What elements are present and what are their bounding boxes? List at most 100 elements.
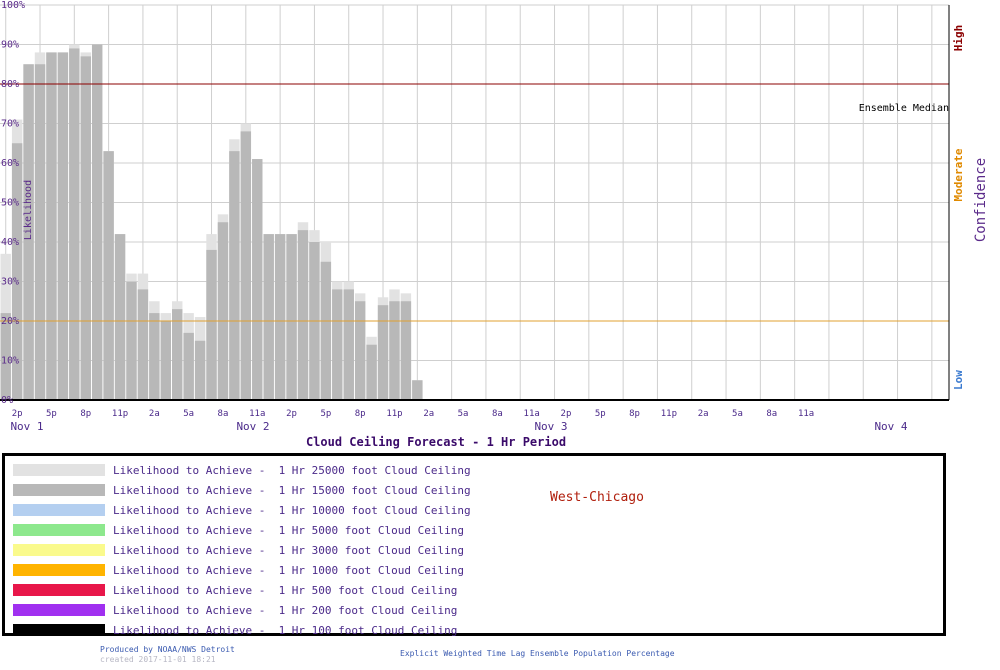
x-tick-label: 8a xyxy=(492,409,503,419)
created-timestamp: created 2017-11-01 18:21 xyxy=(100,655,216,664)
bar-c15000 xyxy=(57,52,69,401)
bar-c15000 xyxy=(286,234,297,400)
chart-title: Cloud Ceiling Forecast - 1 Hr Period xyxy=(306,435,566,449)
y-tick-label: 0% xyxy=(1,395,13,406)
bar-c15000 xyxy=(274,234,286,400)
x-tick-label: 11p xyxy=(386,409,402,419)
legend-label: Likelihood to Achieve - 1 Hr 500 foot Cl… xyxy=(113,583,458,597)
bar-c15000 xyxy=(11,143,23,400)
day-label: Nov 4 xyxy=(874,420,907,433)
bar-c15000 xyxy=(332,289,343,400)
day-label: Nov 1 xyxy=(10,420,43,433)
confidence-level-label: Moderate xyxy=(952,148,965,201)
legend-label: Likelihood to Achieve - 1 Hr 200 foot Cl… xyxy=(113,603,458,617)
bar-c15000 xyxy=(34,64,46,400)
x-tick-label: 5a xyxy=(458,409,469,419)
x-tick-label: 5p xyxy=(46,409,57,419)
x-tick-label: 11a xyxy=(524,409,540,419)
legend-swatch xyxy=(13,524,105,536)
bar-c15000 xyxy=(69,48,80,400)
bar-c15000 xyxy=(137,289,149,400)
y-tick-label: 100% xyxy=(1,0,25,11)
bar-c15000 xyxy=(23,64,34,400)
bar-c15000 xyxy=(343,289,354,400)
x-tick-label: 8p xyxy=(355,409,366,419)
confidence-level-label: High xyxy=(952,25,965,52)
x-tick-label: 8p xyxy=(629,409,640,419)
day-label: Nov 2 xyxy=(236,420,269,433)
y-tick-label: 50% xyxy=(1,198,19,209)
x-tick-label: 2p xyxy=(12,409,23,419)
bar-c15000 xyxy=(297,230,309,400)
legend-item: Likelihood to Achieve - 1 Hr 25000 foot … xyxy=(13,463,471,477)
bar-c15000 xyxy=(377,305,389,400)
legend-label: Likelihood to Achieve - 1 Hr 15000 foot … xyxy=(113,483,471,497)
bar-c15000 xyxy=(91,44,103,400)
footer-credit: Produced by NOAA/NWS Detroit created 201… xyxy=(100,645,235,665)
legend-label: Likelihood to Achieve - 1 Hr 3000 foot C… xyxy=(113,543,464,557)
bar-c15000 xyxy=(206,249,217,400)
station-name: West-Chicago xyxy=(550,490,644,505)
x-tick-label: 11a xyxy=(798,409,814,419)
x-tick-label: 2a xyxy=(149,409,160,419)
bar-c15000 xyxy=(149,313,160,400)
legend-label: Likelihood to Achieve - 1 Hr 25000 foot … xyxy=(113,463,471,477)
y-tick-label: 70% xyxy=(1,119,19,130)
legend-item: Likelihood to Achieve - 1 Hr 3000 foot C… xyxy=(13,543,464,557)
legend-item: Likelihood to Achieve - 1 Hr 15000 foot … xyxy=(13,483,471,497)
legend-swatch xyxy=(13,484,105,496)
cloud-ceiling-chart: 0% 10% 20% 30% 40% 50% 60% 70% 80% 90% 100% 2p 5p 8p 1… xyxy=(0,0,989,449)
bar-c15000 xyxy=(400,301,412,400)
legend-item: Likelihood to Achieve - 1 Hr 10000 foot … xyxy=(13,503,471,517)
bar-c15000 xyxy=(160,321,172,400)
bar-c15000 xyxy=(320,261,332,400)
legend-swatch xyxy=(13,604,105,616)
bar-c15000 xyxy=(366,344,377,400)
chart-axes xyxy=(0,5,950,401)
bar-c15000 xyxy=(252,159,263,400)
y-tick-label: 40% xyxy=(1,237,19,248)
x-tick-label: 2p xyxy=(561,409,572,419)
legend-item: Likelihood to Achieve - 1 Hr 200 foot Cl… xyxy=(13,603,457,617)
bar-c15000 xyxy=(46,52,57,401)
legend-label: Likelihood to Achieve - 1 Hr 10000 foot … xyxy=(113,503,471,517)
y-tick-label: 30% xyxy=(1,277,19,288)
confidence-label: Confidence xyxy=(973,158,989,242)
y-tick-label: 60% xyxy=(1,158,19,169)
legend-item: Likelihood to Achieve - 1 Hr 100 foot Cl… xyxy=(13,623,457,637)
x-tick-label: 11p xyxy=(112,409,128,419)
bar-c15000 xyxy=(412,380,423,400)
bar-c15000 xyxy=(80,56,91,400)
y-tick-label: 10% xyxy=(1,356,19,367)
x-tick-label: 5a xyxy=(732,409,743,419)
chart-bars xyxy=(0,44,423,401)
x-tick-label: 8a xyxy=(766,409,777,419)
day-label: Nov 3 xyxy=(534,420,567,433)
x-tick-label: 11a xyxy=(249,409,265,419)
x-tick-label: 8a xyxy=(218,409,229,419)
legend-swatch xyxy=(13,464,105,476)
legend-swatch xyxy=(13,564,105,576)
x-tick-label: 5p xyxy=(595,409,606,419)
bar-c15000 xyxy=(354,301,366,400)
x-tick-label: 8p xyxy=(80,409,91,419)
legend-item: Likelihood to Achieve - 1 Hr 1000 foot C… xyxy=(13,563,464,577)
confidence-level-label: Low xyxy=(952,370,965,390)
produced-by: Produced by NOAA/NWS Detroit xyxy=(100,645,235,654)
bar-c15000 xyxy=(229,151,240,400)
x-tick-label: 5a xyxy=(183,409,194,419)
legend-label: Likelihood to Achieve - 1 Hr 100 foot Cl… xyxy=(113,623,458,637)
legend-swatch xyxy=(13,624,105,636)
chart-labels: 0% 10% 20% 30% 40% 50% 60% 70% 80% 90% 100% 2p 5p 8p 1… xyxy=(1,0,989,433)
legend-item: Likelihood to Achieve - 1 Hr 5000 foot C… xyxy=(13,523,464,537)
bar-c15000 xyxy=(240,131,252,400)
x-tick-label: 2a xyxy=(698,409,709,419)
bar-c15000 xyxy=(217,222,229,400)
bar-c15000 xyxy=(194,340,206,400)
bar-c15000 xyxy=(114,234,126,400)
bar-c15000 xyxy=(263,234,274,400)
y-tick-label: 90% xyxy=(1,40,19,51)
y-axis-label: Likelihood xyxy=(23,180,34,240)
ensemble-median-label: Ensemble Median xyxy=(859,103,949,114)
legend-swatch xyxy=(13,544,105,556)
